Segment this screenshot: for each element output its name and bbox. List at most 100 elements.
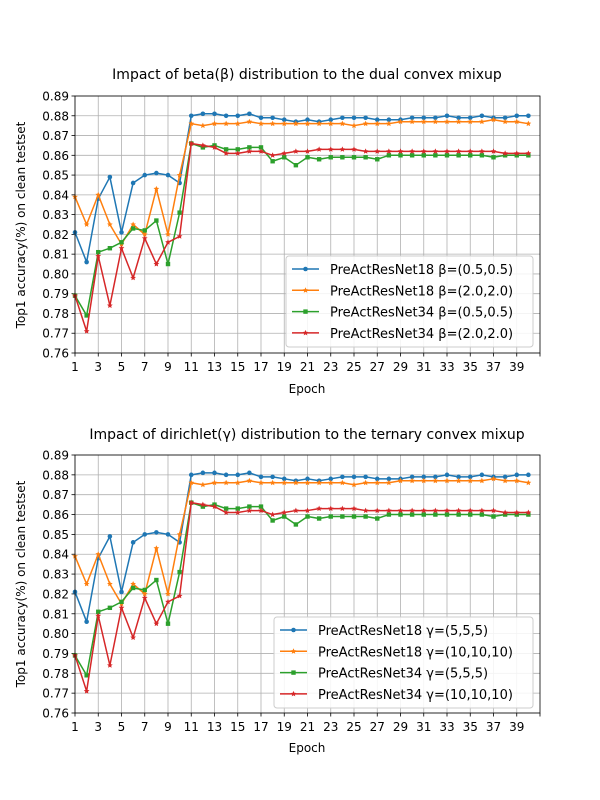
- data-point: [258, 504, 264, 509]
- legend-box: [273, 616, 534, 709]
- data-point: [247, 504, 252, 509]
- data-point: [374, 507, 381, 513]
- data-point: [258, 115, 264, 121]
- data-point: [502, 118, 508, 125]
- data-point: [293, 120, 299, 127]
- data-point: [432, 148, 439, 154]
- data-point: [258, 145, 264, 150]
- data-point: [444, 148, 450, 154]
- data-point: [282, 514, 287, 519]
- x-tick-label: 13: [207, 720, 222, 734]
- data-point: [455, 477, 462, 484]
- data-point: [269, 152, 276, 158]
- legend-marker: [290, 690, 297, 697]
- data-point: [525, 479, 532, 486]
- x-axis-label: Epoch: [289, 382, 326, 396]
- data-point: [491, 514, 496, 519]
- x-tick-label: 37: [486, 720, 501, 734]
- data-point: [84, 313, 89, 318]
- x-tick-label: 11: [184, 360, 199, 374]
- data-point: [386, 117, 392, 123]
- data-point: [130, 581, 136, 587]
- series-line: [74, 501, 529, 677]
- series-4: [72, 140, 532, 334]
- legend-label: PreActResNet34 γ=(10,10,10): [318, 688, 513, 703]
- x-tick-label: 35: [463, 720, 478, 734]
- data-point: [246, 477, 253, 484]
- data-point: [316, 146, 322, 152]
- data-point: [491, 155, 496, 160]
- data-point: [327, 479, 334, 486]
- data-point: [247, 470, 252, 476]
- data-point: [200, 111, 206, 117]
- x-tick-label: 19: [277, 360, 292, 374]
- data-point: [327, 120, 334, 127]
- data-point: [281, 476, 287, 482]
- chart-title: Impact of dirichlet(γ) distribution to t…: [89, 427, 524, 443]
- data-point: [525, 509, 532, 515]
- data-point: [246, 148, 253, 154]
- x-tick-label: 15: [230, 360, 245, 374]
- data-point: [339, 120, 346, 127]
- data-point: [305, 514, 310, 519]
- x-tick-label: 25: [346, 720, 361, 734]
- data-point: [490, 475, 497, 482]
- data-point: [409, 512, 415, 517]
- x-tick-label: 23: [323, 360, 338, 374]
- data-point: [316, 157, 322, 162]
- data-point: [420, 477, 427, 484]
- data-point: [176, 592, 183, 599]
- data-point: [304, 507, 311, 513]
- y-tick-label: 0.80: [42, 627, 69, 641]
- data-point: [95, 191, 102, 198]
- data-point: [119, 240, 124, 245]
- data-point: [433, 474, 438, 480]
- data-point: [95, 253, 102, 259]
- data-point: [340, 514, 345, 519]
- x-tick-label: 21: [300, 360, 315, 374]
- data-point: [525, 120, 532, 127]
- data-point: [456, 153, 461, 158]
- data-point: [433, 115, 438, 121]
- data-point: [420, 118, 427, 125]
- data-point: [270, 518, 275, 523]
- data-point: [176, 531, 183, 537]
- data-point: [444, 153, 450, 158]
- data-point: [223, 472, 229, 478]
- data-point: [502, 115, 508, 121]
- data-point: [479, 507, 485, 513]
- data-point: [154, 170, 159, 176]
- data-point: [304, 479, 311, 486]
- data-point: [351, 115, 357, 121]
- data-point: [398, 512, 403, 517]
- data-point: [130, 221, 136, 227]
- data-point: [83, 221, 90, 227]
- data-point: [455, 148, 462, 154]
- data-point: [293, 479, 299, 486]
- data-point: [502, 477, 508, 484]
- legend-marker: [303, 266, 308, 272]
- data-point: [526, 512, 531, 517]
- x-tick-label: 23: [323, 720, 338, 734]
- data-point: [386, 479, 392, 486]
- y-tick-label: 0.82: [42, 228, 69, 242]
- y-tick-label: 0.79: [42, 647, 69, 661]
- y-tick-label: 0.78: [42, 667, 69, 681]
- data-point: [258, 479, 264, 486]
- legend-label: PreActResNet18 γ=(10,10,10): [318, 645, 513, 660]
- data-point: [409, 477, 415, 484]
- x-tick-label: 5: [118, 720, 126, 734]
- data-point: [444, 507, 450, 513]
- data-point: [165, 261, 171, 267]
- data-point: [165, 239, 171, 245]
- data-point: [200, 145, 206, 150]
- data-point: [107, 174, 113, 180]
- data-point: [258, 148, 264, 154]
- data-point: [468, 512, 473, 517]
- data-point: [223, 113, 229, 119]
- data-point: [211, 144, 218, 150]
- data-point: [269, 511, 276, 517]
- data-point: [258, 507, 264, 513]
- data-point: [235, 472, 241, 478]
- data-point: [328, 476, 334, 482]
